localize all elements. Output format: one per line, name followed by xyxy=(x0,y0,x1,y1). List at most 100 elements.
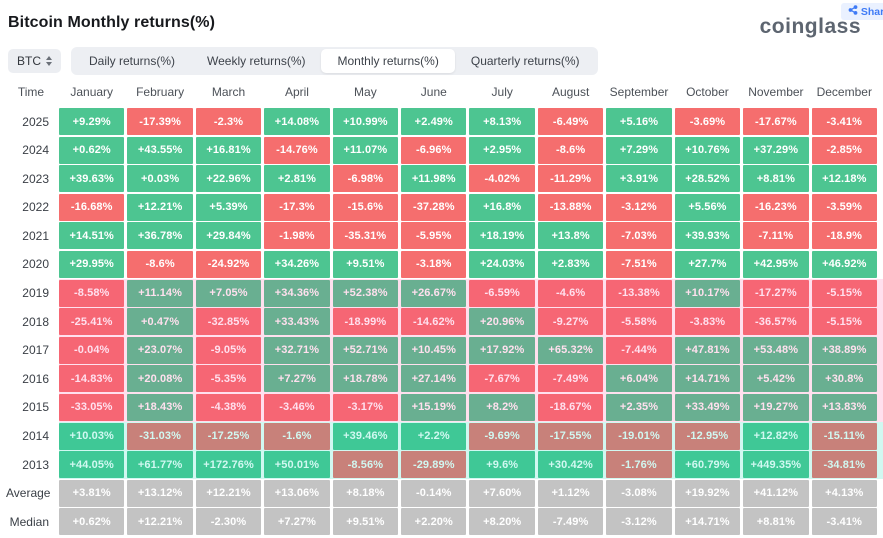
return-cell: +7.29% xyxy=(606,136,672,164)
return-cell: +5.39% xyxy=(195,193,262,221)
return-cell: -8.6% xyxy=(537,136,604,164)
return-cell: -13.38% xyxy=(606,279,672,307)
return-cell: +29.95% xyxy=(59,250,125,278)
row-label: 2022 xyxy=(22,200,49,215)
return-cell: +8.81% xyxy=(743,508,809,536)
return-cell: -18.67% xyxy=(537,393,604,421)
table-row-2022: 2022 -16.68% +12.21% +5.39% -17.3% -15.6% -37.… xyxy=(6,193,877,221)
table-row-2023: 2023 +39.63% +0.03% +22.96% +2.81% -6.98% +11.… xyxy=(6,165,877,193)
return-cell: +9.51% xyxy=(332,508,399,536)
return-cell: -17.3% xyxy=(264,193,330,221)
return-cell: +3.91% xyxy=(606,165,672,193)
tab-weekly-returns[interactable]: Weekly returns(%) xyxy=(191,49,321,73)
return-cell: -3.12% xyxy=(606,193,672,221)
share-label: Share xyxy=(860,5,883,18)
return-cell: -1.6% xyxy=(264,422,330,450)
return-cell: +11.07% xyxy=(332,136,399,164)
return-cell: +4.13% xyxy=(811,479,877,507)
return-cell: +8.18% xyxy=(332,479,399,507)
row-label: 2016 xyxy=(22,371,49,386)
return-cell: +2.35% xyxy=(606,393,672,421)
return-cell: -4.02% xyxy=(469,165,535,193)
row-label: Average xyxy=(6,486,51,501)
return-cell: +13.06% xyxy=(264,479,330,507)
return-cell: -9.05% xyxy=(195,336,262,364)
return-cell: -5.15% xyxy=(811,279,877,307)
return-cell: +28.52% xyxy=(674,165,741,193)
return-cell: -3.46% xyxy=(264,393,330,421)
return-cell: +16.8% xyxy=(469,193,535,221)
return-cell: +60.79% xyxy=(674,451,741,479)
return-cell: +10.45% xyxy=(401,336,467,364)
return-cell: -0.14% xyxy=(401,479,467,507)
return-cell: -6.49% xyxy=(537,108,604,135)
return-cell: +12.21% xyxy=(127,508,193,536)
table-row-2021: 2021 +14.51% +36.78% +29.84% -1.98% -35.31% -5… xyxy=(6,222,877,250)
return-cell: -5.95% xyxy=(401,222,467,250)
return-cell: -3.41% xyxy=(811,508,877,536)
return-cell: +2.83% xyxy=(537,250,604,278)
return-cell: -3.59% xyxy=(811,193,877,221)
return-cell: +12.18% xyxy=(811,165,877,193)
row-label: 2023 xyxy=(22,171,49,186)
table-row-2015: 2015 -33.05% +18.43% -4.38% -3.46% -3.17% +15.… xyxy=(6,392,883,422)
share-button[interactable]: Share xyxy=(840,3,883,20)
col-header-october: October xyxy=(686,85,729,99)
return-cell: +13.83% xyxy=(811,393,877,421)
return-cell: +0.62% xyxy=(59,508,125,536)
return-cell: +37.29% xyxy=(743,136,809,164)
return-cell: -18.99% xyxy=(332,308,399,336)
return-cell: +27.14% xyxy=(401,365,467,393)
return-cell: -17.27% xyxy=(743,279,809,307)
return-cell: -5.15% xyxy=(811,308,877,336)
return-cell: +2.49% xyxy=(401,108,467,135)
return-cell: +5.16% xyxy=(606,108,672,135)
symbol-select[interactable]: BTC xyxy=(8,49,61,73)
table-row-2014: 2014 +10.03% -31.03% -17.25% -1.6% +39.46% +2.… xyxy=(6,421,883,451)
return-cell: +7.27% xyxy=(264,365,330,393)
return-cell: -31.03% xyxy=(127,422,193,450)
return-cell: -12.95% xyxy=(674,422,741,450)
return-cell: -3.83% xyxy=(674,308,741,336)
table-row-2025: 2025 +9.29% -17.39% -2.3% +14.08% +10.99% +2.4… xyxy=(6,108,877,135)
table-row-2017: 2017 -0.04% +23.07% -9.05% +32.71% +52.71% +10… xyxy=(6,335,883,365)
return-cell: -9.69% xyxy=(469,422,535,450)
row-label: 2019 xyxy=(22,286,49,301)
tab-quarterly-returns[interactable]: Quarterly returns(%) xyxy=(455,49,596,73)
return-cell: +13.12% xyxy=(127,479,193,507)
return-cell: -6.98% xyxy=(332,165,399,193)
return-cell: +24.03% xyxy=(469,250,535,278)
return-cell: +10.03% xyxy=(59,422,125,450)
return-cell: +12.21% xyxy=(127,193,193,221)
return-cell: +9.29% xyxy=(59,108,125,135)
return-cell: -34.81% xyxy=(811,451,877,479)
table-header-row: Time January February March April May June July… xyxy=(6,82,877,102)
coinglass-logo: coinglass xyxy=(759,15,861,38)
tab-daily-returns[interactable]: Daily returns(%) xyxy=(73,49,191,73)
return-cell: +29.84% xyxy=(195,222,262,250)
return-cell: +19.27% xyxy=(743,393,809,421)
row-label: 2013 xyxy=(22,457,49,472)
return-cell: -17.55% xyxy=(537,422,604,450)
return-cell: -24.92% xyxy=(195,250,262,278)
controls: BTC Daily returns(%) Weekly returns(%) Mon… xyxy=(8,47,875,75)
return-cell: -9.27% xyxy=(537,308,604,336)
return-cell: +1.12% xyxy=(537,479,604,507)
col-header-may: May xyxy=(354,85,377,99)
return-cell: -19.01% xyxy=(606,422,672,450)
tab-monthly-returns[interactable]: Monthly returns(%) xyxy=(321,49,455,73)
row-label: 2020 xyxy=(22,257,49,272)
return-cell: -25.41% xyxy=(59,308,125,336)
col-header-june: June xyxy=(420,85,447,99)
return-cell: -7.11% xyxy=(743,222,809,250)
return-cell: +32.71% xyxy=(264,336,330,364)
return-cell: +10.99% xyxy=(332,108,399,135)
return-cell: -3.69% xyxy=(674,108,741,135)
return-cell: +22.96% xyxy=(195,165,262,193)
return-cell: +38.89% xyxy=(811,336,877,364)
return-cell: +10.17% xyxy=(674,279,741,307)
return-cell: +449.35% xyxy=(743,451,809,479)
col-header-time: Time xyxy=(17,85,45,99)
return-cell: +20.08% xyxy=(127,365,193,393)
row-label: 2021 xyxy=(22,228,49,243)
